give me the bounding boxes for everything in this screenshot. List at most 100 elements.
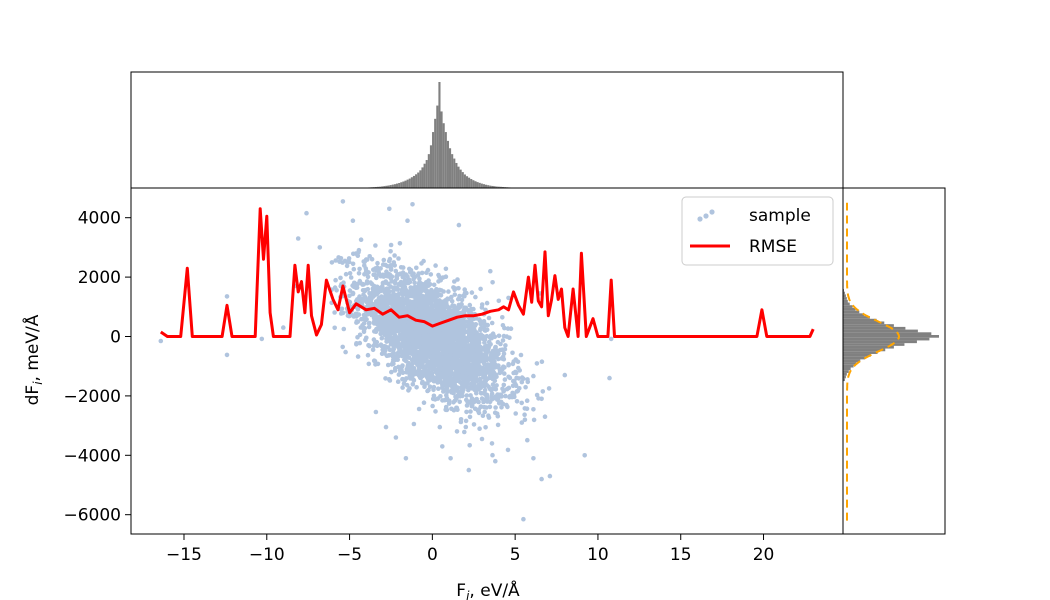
scatter-point: [375, 304, 381, 310]
scatter-point: [493, 458, 498, 464]
scatter-point: [475, 365, 480, 370]
scatter-point: [383, 344, 388, 349]
scatter-point: [437, 292, 442, 298]
scatter-point: [469, 331, 474, 336]
scatter-point: [412, 326, 418, 331]
scatter-point: [430, 396, 436, 402]
scatter-point: [468, 382, 474, 387]
scatter-point: [361, 326, 366, 332]
scatter-point: [442, 397, 448, 403]
scatter-point: [539, 476, 544, 482]
scatter-point: [431, 378, 437, 384]
scatter-point: [380, 302, 386, 308]
scatter-point: [378, 342, 384, 348]
scatter-point: [346, 259, 352, 265]
scatter-point: [431, 384, 437, 390]
scatter-point: [343, 271, 349, 277]
scatter-point: [507, 375, 513, 381]
scatter-point: [333, 258, 339, 263]
scatter-point: [383, 376, 388, 381]
scatter-point: [469, 372, 475, 378]
scatter-point: [408, 285, 414, 290]
scatter-point: [389, 339, 395, 345]
scatter-point: [408, 348, 414, 353]
right-hist-bar: [843, 291, 845, 295]
scatter-point: [341, 326, 347, 332]
scatter-point: [435, 357, 440, 363]
scatter-point: [433, 369, 439, 375]
scatter-point: [387, 256, 393, 262]
top-hist-bar: [423, 163, 426, 188]
scatter-point: [388, 242, 394, 248]
scatter-point: [443, 274, 449, 280]
scatter-point: [473, 334, 479, 340]
scatter-point: [495, 397, 500, 402]
main-plot-panel: −15 −10 −5 0 5 10 15 20 −6000 −4000 −2000 0 2000 400…: [21, 187, 844, 600]
scatter-point: [423, 381, 428, 387]
scatter-point: [475, 342, 481, 347]
scatter-point: [467, 443, 473, 448]
top-hist-bar: [432, 132, 435, 188]
scatter-point: [503, 393, 508, 399]
scatter-point: [351, 251, 356, 257]
scatter-point: [355, 319, 361, 325]
scatter-point: [444, 392, 449, 398]
scatter-point: [506, 295, 511, 301]
scatter-point: [467, 318, 472, 324]
right-hist-bar: [843, 313, 865, 317]
scatter-point: [411, 372, 417, 377]
scatter-point: [371, 358, 377, 364]
scatter-point: [387, 327, 393, 333]
scatter-point: [407, 386, 412, 391]
scatter-point: [479, 354, 484, 359]
scatter-point: [442, 373, 447, 379]
right-hist-bar: [843, 372, 847, 376]
top-hist-bar: [400, 182, 403, 188]
x-tick-label: 0: [427, 545, 438, 565]
top-hist-bar: [480, 183, 483, 188]
scatter-point: [414, 385, 419, 390]
scatter-point: [502, 346, 508, 352]
scatter-point: [158, 338, 164, 344]
scatter-point: [490, 376, 496, 382]
scatter-point: [467, 414, 473, 420]
scatter-point: [354, 342, 359, 347]
scatter-point: [416, 271, 422, 276]
scatter-point: [448, 352, 453, 358]
scatter-point: [483, 369, 488, 374]
scatter-point: [355, 335, 360, 340]
scatter-point: [493, 353, 499, 358]
scatter-point: [362, 263, 367, 268]
scatter-point: [484, 300, 490, 306]
top-hist-bar: [463, 174, 466, 188]
scatter-point: [469, 290, 475, 295]
scatter-point: [430, 367, 436, 372]
scatter-point: [478, 391, 484, 396]
top-hist-bar: [472, 180, 475, 188]
scatter-point: [457, 326, 462, 332]
scatter-point: [388, 300, 394, 306]
scatter-point: [409, 337, 415, 343]
top-hist-bar: [408, 178, 411, 188]
scatter-point: [405, 343, 411, 348]
scatter-point: [455, 277, 460, 282]
scatter-point: [357, 340, 363, 346]
scatter-point: [507, 335, 512, 341]
scatter-point: [364, 335, 369, 341]
scatter-point: [391, 327, 396, 332]
top-hist-bar: [398, 182, 401, 188]
scatter-point: [464, 409, 469, 415]
scatter-point: [478, 286, 483, 292]
scatter-point: [410, 358, 415, 363]
scatter-point: [355, 354, 361, 359]
scatter-point: [410, 382, 416, 387]
scatter-point: [332, 310, 337, 315]
right-hist-bar: [843, 310, 860, 314]
y-axis-label: dFi, meV/Å: [21, 314, 45, 405]
legend-box: [681, 196, 834, 266]
scatter-point: [408, 362, 413, 368]
scatter-point: [456, 375, 461, 380]
scatter-point: [479, 305, 485, 310]
scatter-point: [455, 349, 460, 354]
scatter-point: [476, 399, 481, 405]
